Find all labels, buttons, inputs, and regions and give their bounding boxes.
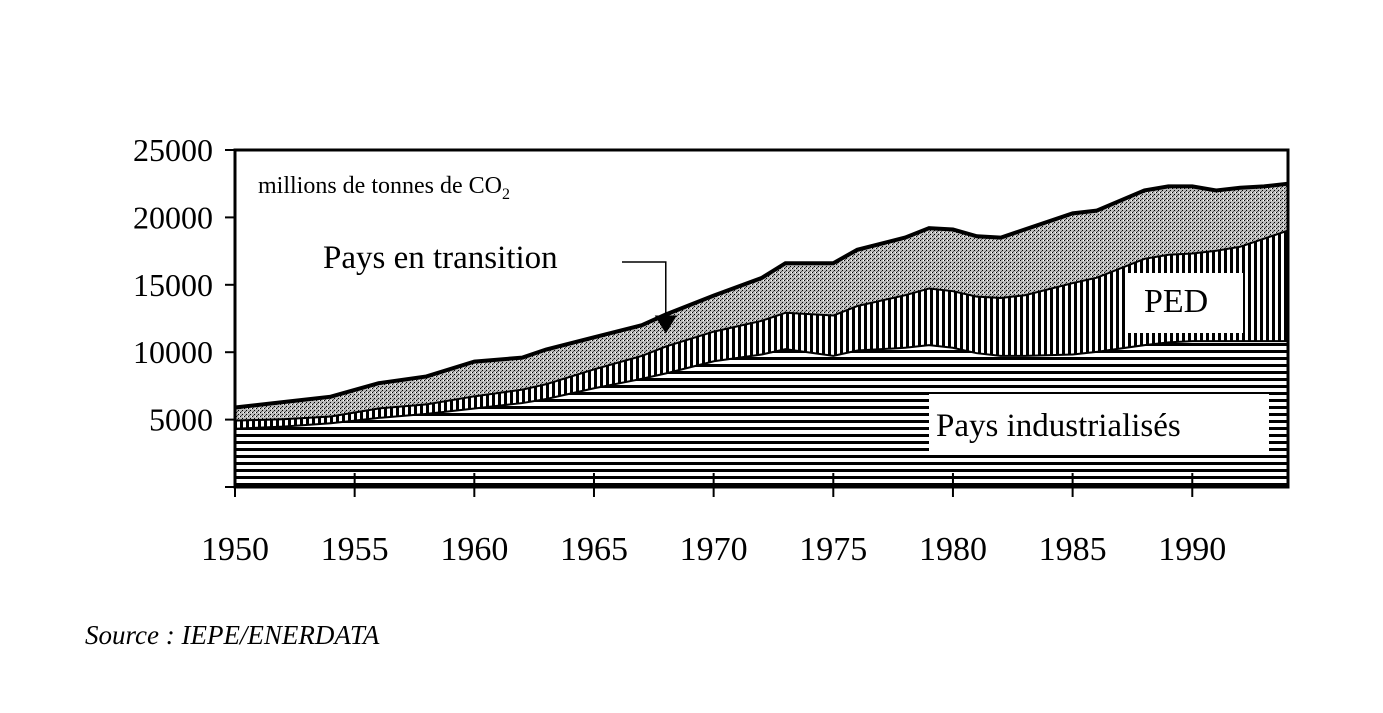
source-note: Source : IEPE/ENERDATA	[85, 620, 380, 650]
industrial-label-box	[929, 394, 1269, 452]
series-boundary-line	[234, 181, 1289, 410]
x-tick-label: 1965	[560, 531, 628, 568]
unit-label: millions de tonnes de CO2	[258, 173, 510, 203]
x-tick-label: 1950	[201, 531, 269, 568]
y-tick-label: 10000	[133, 334, 213, 370]
transition-label: Pays en transition	[323, 240, 558, 276]
x-tick-label: 1960	[440, 531, 508, 568]
x-tick-label: 1985	[1039, 531, 1107, 568]
x-tick-label: 1980	[919, 531, 987, 568]
area-ped	[235, 229, 1288, 428]
industrial-label: Pays industrialisés	[936, 408, 1181, 444]
transition-arrow-line	[622, 261, 667, 322]
y-tick-label: 25000	[133, 132, 213, 168]
x-tick-label: 1975	[799, 531, 867, 568]
ped-label-box	[1127, 273, 1243, 333]
x-tick-label: 1990	[1158, 531, 1226, 568]
x-tick-label: 1955	[321, 531, 389, 568]
ped-label: PED	[1144, 283, 1208, 320]
y-tick-label: 20000	[133, 199, 213, 235]
y-tick-label: 15000	[133, 267, 213, 303]
y-tick-label: 5000	[149, 402, 213, 438]
x-tick-label: 1970	[680, 531, 748, 568]
plot-frame	[233, 148, 1290, 489]
transition-arrow-head	[654, 315, 677, 334]
